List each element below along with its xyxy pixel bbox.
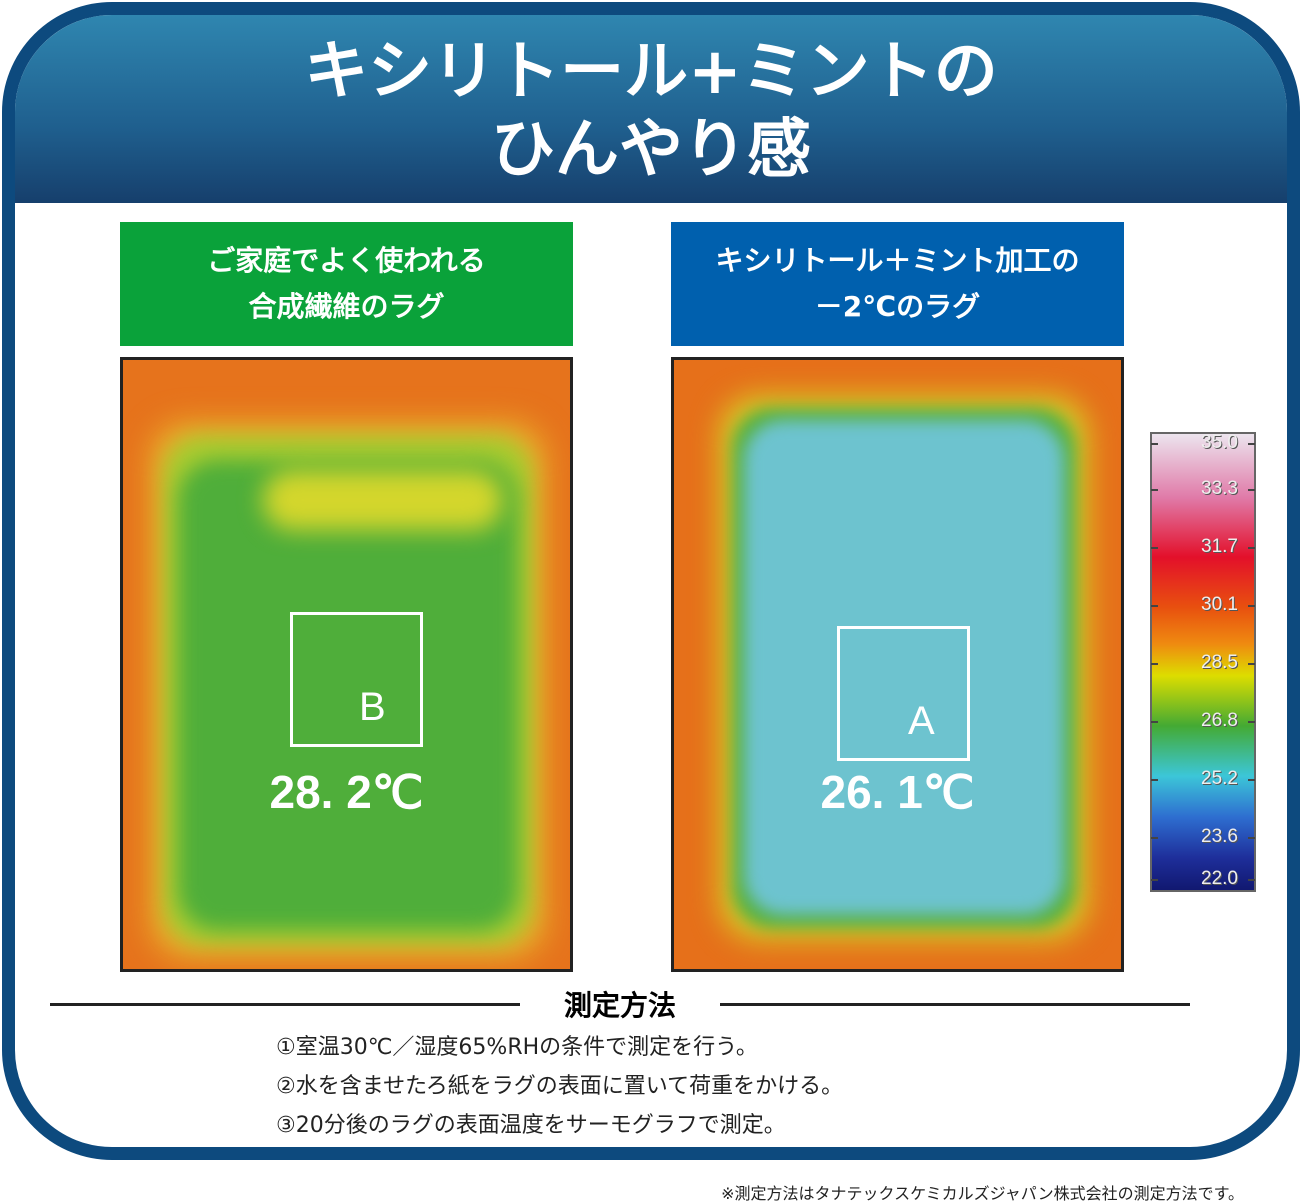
scale-tick: 23.6 xyxy=(1151,826,1255,848)
divider xyxy=(50,1003,520,1006)
method-section: 測定方法 xyxy=(50,984,1190,1024)
left-label-line2: 合成繊維のラグ xyxy=(248,290,445,323)
right-label: キシリトール＋ミント加工の －2℃のラグ xyxy=(671,222,1124,346)
right-temperature: 26. 1℃ xyxy=(820,766,975,818)
right-label-line1: キシリトール＋ミント加工の xyxy=(715,244,1080,277)
left-label-line1: ご家庭でよく使われる xyxy=(207,244,486,277)
scale-tick: 31.7 xyxy=(1151,536,1255,558)
scale-tick: 26.8 xyxy=(1151,710,1255,732)
title-line2: ひんやり感 xyxy=(491,113,811,187)
measurement-box-b: B xyxy=(290,612,423,747)
divider xyxy=(720,1003,1190,1006)
method-step: ③20分後のラグの表面温度をサーモグラフで測定。 xyxy=(276,1113,786,1138)
scale-tick: 25.2 xyxy=(1151,768,1255,790)
thermal-image-right: A 26. 1℃ xyxy=(671,357,1124,972)
right-label-line2: －2℃のラグ xyxy=(814,290,981,323)
scale-tick: 35.0 xyxy=(1151,432,1255,454)
marker-a: A xyxy=(908,699,935,743)
thermal-image-left: B 28. 2℃ xyxy=(120,357,573,972)
method-title: 測定方法 xyxy=(547,984,692,1024)
color-scale: 35.0 33.3 31.7 30.1 28.5 26.8 25.2 23.6 … xyxy=(1150,432,1256,892)
method-step: ①室温30℃／湿度65%RHの条件で測定を行う。 xyxy=(276,1035,758,1060)
title-line1: キシリトール+ミントの xyxy=(304,35,998,109)
measurement-box-a: A xyxy=(837,626,970,761)
left-temperature: 28. 2℃ xyxy=(269,766,424,818)
footnote: ※測定方法はタナテックスケミカルズジャパン株式会社の測定方法です。 xyxy=(721,1184,1244,1203)
scale-tick: 33.3 xyxy=(1151,478,1255,500)
marker-b: B xyxy=(359,685,386,729)
header: キシリトール+ミントの ひんやり感 xyxy=(15,15,1287,203)
scale-tick: 30.1 xyxy=(1151,594,1255,616)
left-label: ご家庭でよく使われる 合成繊維のラグ xyxy=(120,222,573,346)
method-steps: ①室温30℃／湿度65%RHの条件で測定を行う。 ②水を含ませたろ紙をラグの表面… xyxy=(276,1028,843,1145)
method-step: ②水を含ませたろ紙をラグの表面に置いて荷重をかける。 xyxy=(276,1074,844,1099)
scale-tick: 28.5 xyxy=(1151,652,1255,674)
scale-tick: 22.0 xyxy=(1151,868,1255,890)
